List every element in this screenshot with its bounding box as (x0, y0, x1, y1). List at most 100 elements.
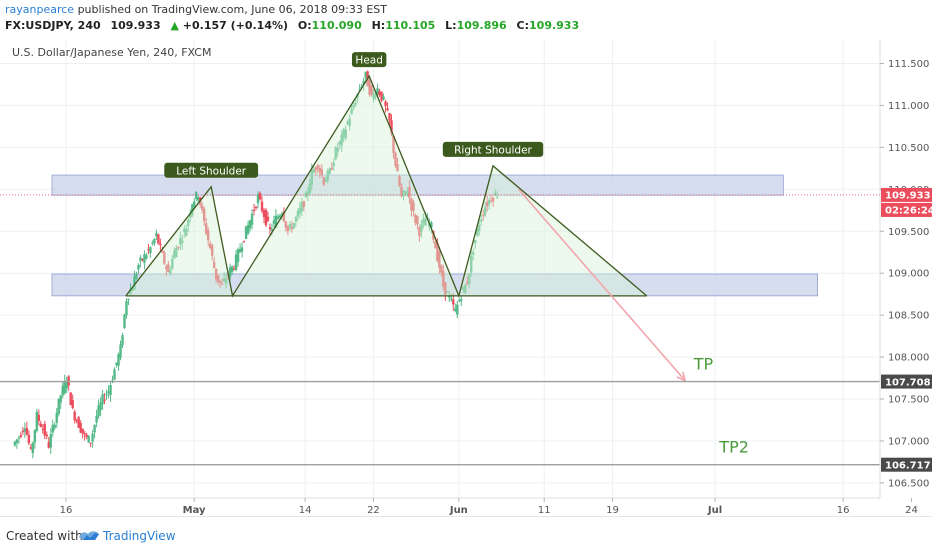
candle-body (332, 162, 335, 167)
candle-body (416, 216, 419, 225)
candle-body (238, 249, 242, 253)
candle-body (234, 254, 238, 270)
candle-body (19, 435, 23, 437)
candle-body (47, 441, 50, 448)
pattern-label-text: Right Shoulder (454, 144, 532, 156)
candle-body (282, 211, 286, 222)
candle-body (228, 267, 232, 277)
candle-body (212, 261, 216, 269)
candle-body (476, 228, 479, 236)
author-link[interactable]: rayanpearce (5, 3, 75, 16)
created-with-text: Created with (6, 529, 83, 543)
candle-body (477, 225, 481, 232)
candle-body (127, 298, 130, 301)
candle-body (438, 251, 441, 268)
tradingview-brand[interactable]: TradingView (103, 529, 176, 543)
candle-body (113, 369, 116, 380)
candle-body (450, 298, 453, 300)
candle-body (318, 167, 321, 172)
candle-body (236, 249, 240, 262)
candle-body (248, 220, 252, 229)
candle-body (153, 238, 156, 244)
candle-body (101, 394, 104, 405)
candle-body (350, 108, 353, 114)
countdown-badge-box (881, 202, 932, 217)
candle-body (378, 91, 381, 96)
candle-body (175, 248, 178, 258)
candle-body (41, 428, 44, 430)
candle-body (406, 191, 409, 196)
price-tick-label: 106.500 (888, 478, 929, 489)
candle-body (344, 129, 347, 139)
candle-body (272, 220, 276, 224)
candle-body (410, 198, 413, 211)
symbol-label[interactable]: FX:USDJPY, 240 (5, 19, 101, 32)
candle-body (418, 227, 421, 237)
candle-body (304, 192, 308, 198)
candle-body (33, 429, 37, 443)
candle-body (95, 415, 98, 423)
candle-body (105, 394, 108, 396)
candle-body (446, 291, 449, 293)
candle-body (57, 398, 60, 414)
pattern-label-text: Head (355, 55, 382, 67)
candle-body (404, 191, 407, 193)
candle-body (420, 223, 423, 232)
candle-body (21, 430, 25, 432)
pattern-label-box (442, 141, 544, 157)
candle-body (424, 218, 427, 226)
candle-body (17, 437, 21, 439)
countdown-badge: 02:26:24 (881, 202, 932, 217)
candle-body (93, 424, 96, 433)
current-price-badge-text: 109.933 (885, 191, 931, 202)
target-price-badge-text: 107.708 (885, 377, 931, 388)
candle-body (308, 183, 312, 194)
candle-body (374, 96, 377, 98)
chart-area[interactable]: Left Shoulder Head Right Shoulder TP TP2 106.… (0, 40, 932, 516)
candle-body (280, 213, 284, 217)
pattern-label: Head (351, 52, 387, 68)
candle-body (382, 96, 385, 100)
close-value: 109.933 (529, 19, 580, 32)
candle-body (286, 225, 290, 232)
candle-body (71, 400, 74, 409)
publish-info: rayanpearce published on TradingView.com… (5, 3, 387, 16)
candle-body (302, 201, 306, 207)
candle-body (210, 245, 214, 256)
candle-body (149, 247, 152, 254)
candle-body (340, 134, 343, 146)
price-tick-label: 107.500 (888, 395, 929, 406)
candle-body (430, 222, 433, 228)
price-tick-label: 109.500 (888, 227, 929, 238)
candle-body (244, 226, 248, 239)
candle-body (177, 246, 180, 248)
candle-body (51, 424, 54, 433)
candle-body (432, 231, 435, 240)
candle-body (206, 230, 210, 241)
candle-body (316, 165, 319, 170)
candle-body (155, 232, 158, 237)
tradingview-logo-icon[interactable] (78, 528, 100, 542)
candle-body (408, 186, 411, 198)
candle-body (442, 271, 445, 287)
candle-body (224, 278, 228, 284)
candle-body (201, 205, 204, 210)
candle-body (290, 227, 294, 230)
candle-body (103, 399, 106, 401)
candle-body (23, 428, 27, 432)
candle-body (185, 228, 188, 237)
candle-body (292, 223, 296, 229)
candle-body (29, 447, 33, 449)
time-tick-label: 24 (905, 505, 918, 515)
time-axis: 16 May 14 22 Jun 11 19 Jul 16 24 (0, 497, 918, 516)
pattern-label: Right Shoulder (442, 141, 544, 157)
candle-body (296, 210, 300, 217)
candle-body (151, 242, 154, 244)
price-chart[interactable]: Left Shoulder Head Right Shoulder TP TP2 106.… (0, 40, 932, 516)
candle-body (358, 89, 361, 91)
high-value: 110.105 (385, 19, 436, 32)
candle-body (25, 428, 29, 435)
footer: Created with TradingView (0, 516, 932, 551)
pattern-label: Left Shoulder (164, 162, 259, 178)
candle-body (157, 234, 160, 244)
